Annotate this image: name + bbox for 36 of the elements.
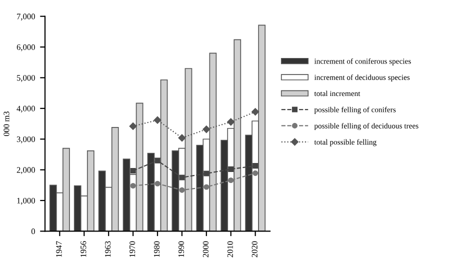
y-axis-title: 000 m3: [4, 111, 10, 136]
point: [202, 126, 210, 133]
point: [227, 118, 235, 126]
x-tick-label: 2000: [202, 241, 208, 258]
point: [252, 170, 258, 176]
y-tick-label: 5,000: [17, 75, 35, 82]
y-tick-label: 0: [31, 228, 35, 234]
x-tick-label: 1956: [80, 241, 86, 257]
x-tick-label: 1990: [178, 241, 184, 257]
x-tick-label: 1980: [154, 241, 160, 257]
point: [178, 134, 186, 142]
point: [154, 116, 162, 124]
point: [204, 170, 210, 176]
point: [154, 180, 160, 186]
y-tick-label: 1,000: [17, 198, 35, 205]
y-tick-label: 4,000: [16, 106, 35, 113]
point: [154, 158, 160, 164]
point: [252, 163, 258, 169]
point: [252, 108, 259, 116]
x-tick-label: 2020: [252, 241, 258, 258]
x-tick-label: 1970: [130, 241, 136, 257]
point: [130, 182, 136, 189]
point: [179, 187, 185, 193]
x-tick-label: 2010: [227, 241, 233, 258]
point: [130, 168, 136, 174]
y-tick-label: 7,000: [17, 14, 35, 20]
point: [179, 174, 185, 180]
y-tick-label: 2,000: [16, 167, 35, 174]
point: [228, 166, 234, 172]
point: [228, 177, 234, 184]
y-tick-label: 3,000: [16, 136, 35, 144]
x-tick-label: 1947: [56, 241, 62, 257]
point: [204, 184, 210, 190]
point: [129, 122, 137, 130]
x-tick-label: 1963: [105, 241, 111, 257]
y-tick-label: 6,000: [16, 44, 35, 52]
